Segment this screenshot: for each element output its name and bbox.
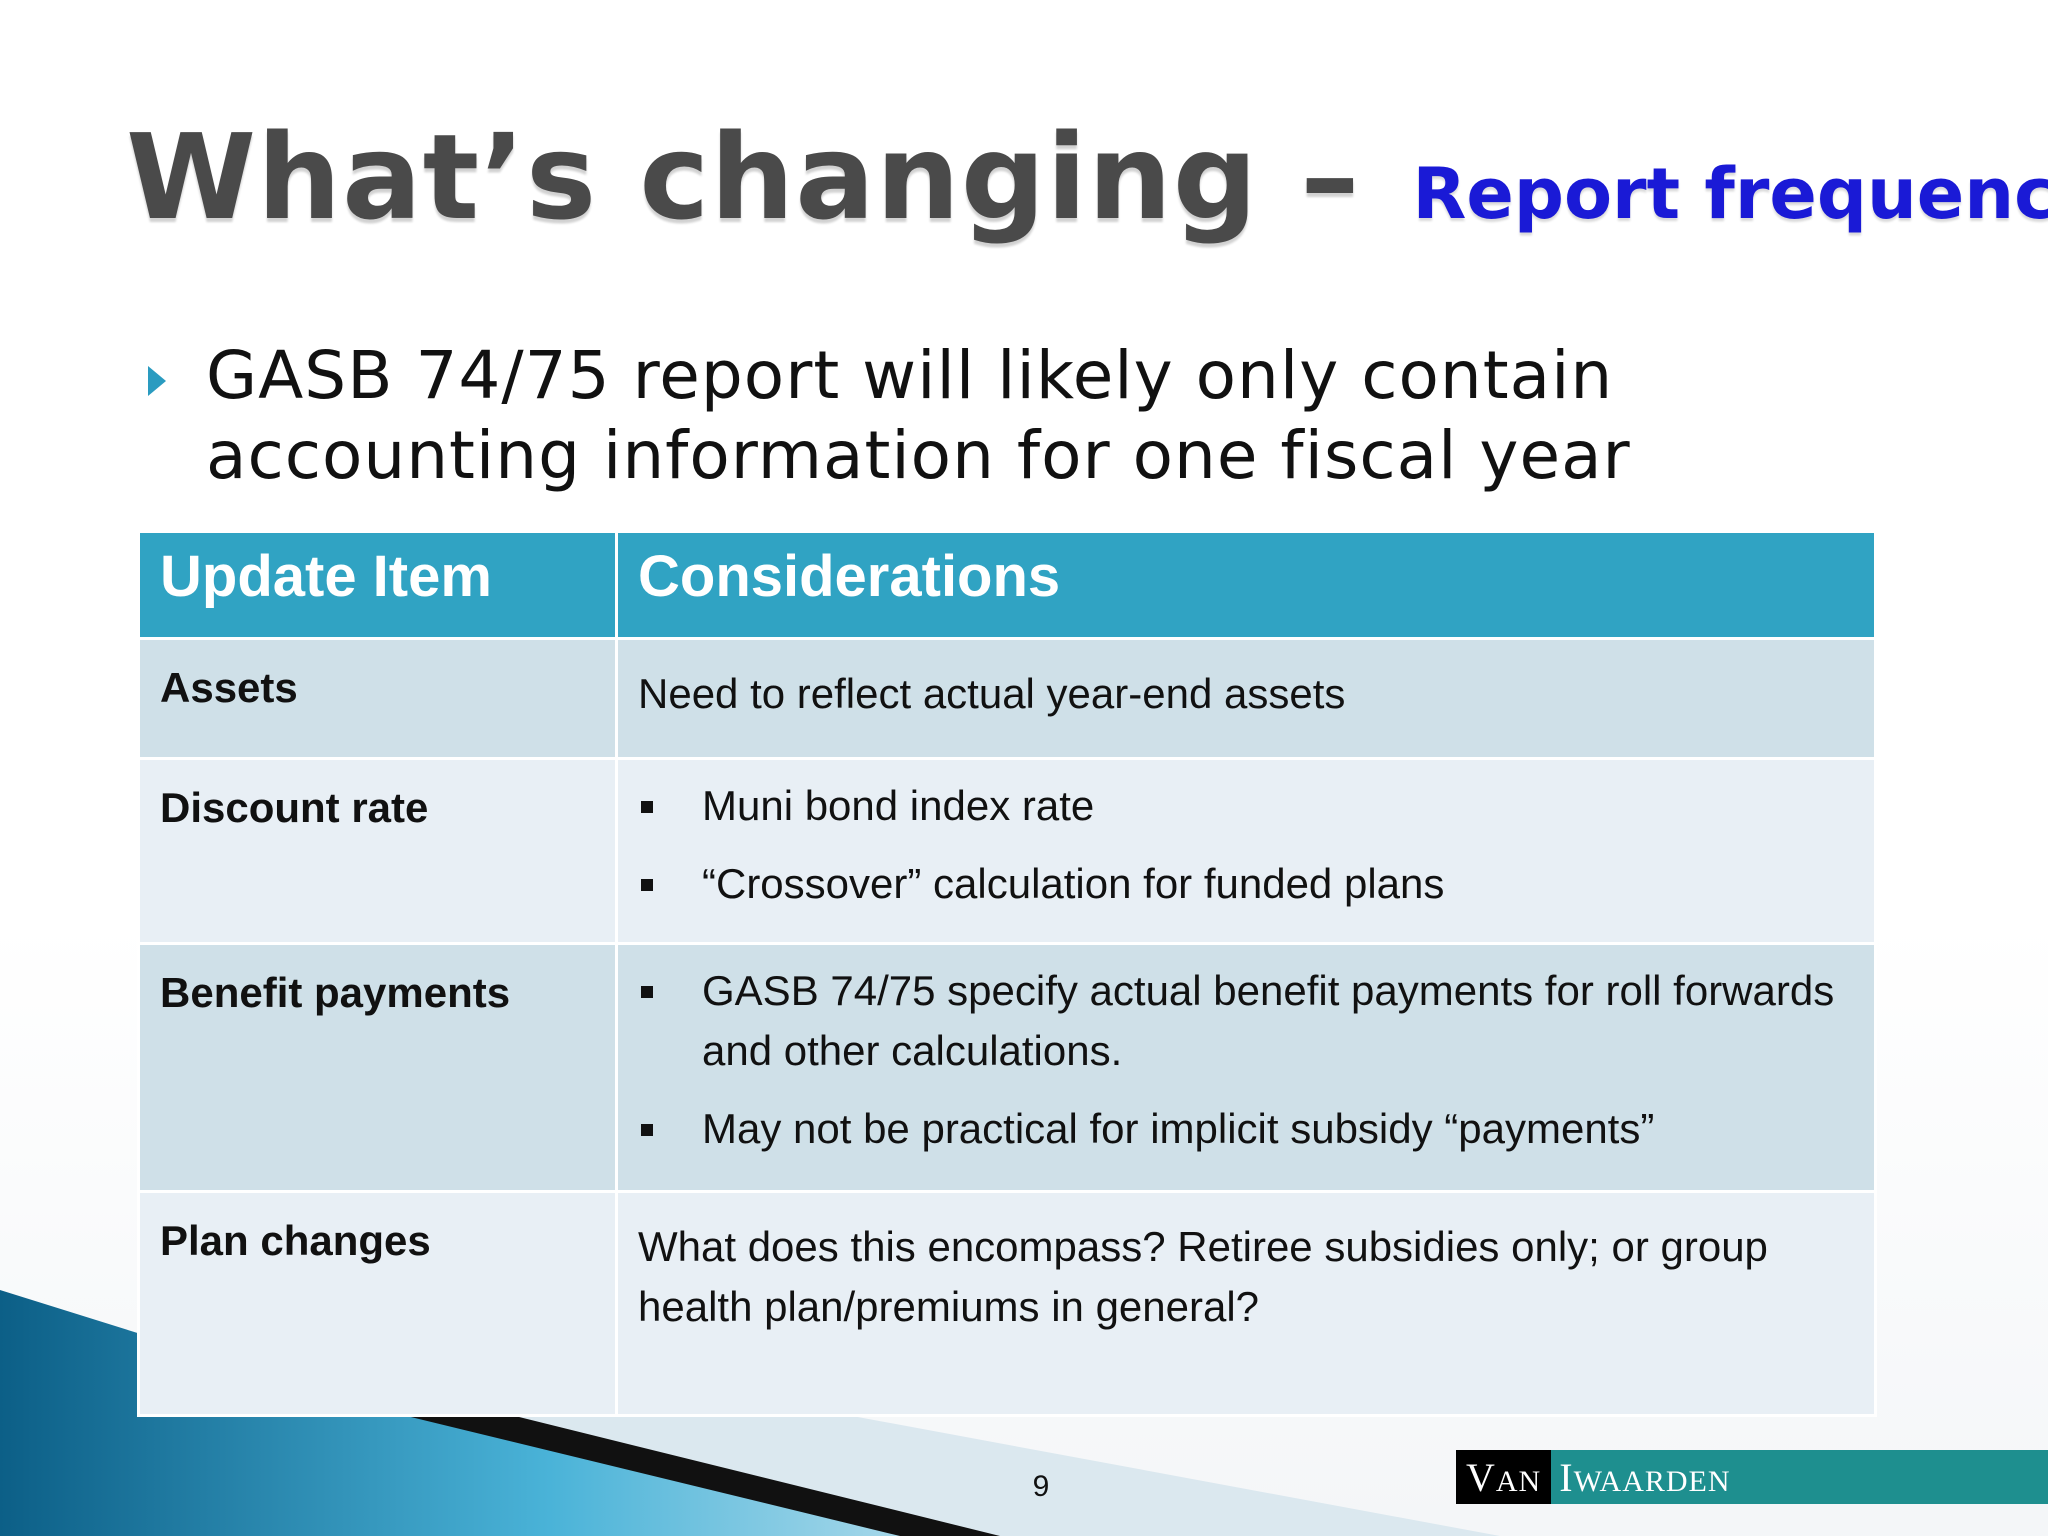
row-text: Need to reflect actual year-end assets: [615, 637, 1877, 760]
triangle-bullet-icon: [148, 366, 166, 396]
table-header-row: Update Item Considerations: [137, 530, 1877, 640]
table-row: Benefit payments GASB 74/75 specify actu…: [137, 942, 1877, 1193]
list-item: “Crossover” calculation for funded plans: [638, 854, 1854, 914]
row-label: Plan changes: [137, 1190, 618, 1417]
logo-first-word: VAN: [1456, 1450, 1552, 1504]
header-update-item: Update Item: [137, 530, 618, 640]
logo-second-word: IWAARDEN: [1551, 1450, 2048, 1504]
list-item: May not be practical for implicit subsid…: [638, 1099, 1854, 1159]
slide-title: What’s changing – Report frequency: [126, 108, 2048, 246]
header-considerations: Considerations: [615, 530, 1877, 640]
title-main: What’s changing –: [126, 108, 1403, 246]
table-row: Assets Need to reflect actual year-end a…: [137, 637, 1877, 760]
row-text: What does this encompass? Retiree subsid…: [615, 1190, 1877, 1417]
page-number: 9: [1032, 1470, 1050, 1503]
bullet-point: GASB 74/75 report will likely only conta…: [148, 336, 1688, 496]
row-label: Discount rate: [137, 757, 618, 945]
list-item: GASB 74/75 specify actual benefit paymen…: [638, 961, 1854, 1081]
swoosh-dark: [300, 1390, 1000, 1536]
update-table: Update Item Considerations Assets Need t…: [137, 530, 1877, 1417]
company-logo: VAN IWAARDEN: [1456, 1450, 2048, 1504]
swoosh-blue: [0, 1290, 1100, 1536]
title-subtitle: Report frequency: [1412, 153, 2048, 235]
row-label: Assets: [137, 637, 618, 760]
row-list: GASB 74/75 specify actual benefit paymen…: [615, 942, 1877, 1193]
row-list: Muni bond index rate “Crossover” calcula…: [615, 757, 1877, 945]
table-row: Discount rate Muni bond index rate “Cros…: [137, 757, 1877, 945]
list-item: Muni bond index rate: [638, 776, 1854, 836]
bullet-text: GASB 74/75 report will likely only conta…: [206, 337, 1631, 494]
row-label: Benefit payments: [137, 942, 618, 1193]
table-row: Plan changes What does this encompass? R…: [137, 1190, 1877, 1417]
